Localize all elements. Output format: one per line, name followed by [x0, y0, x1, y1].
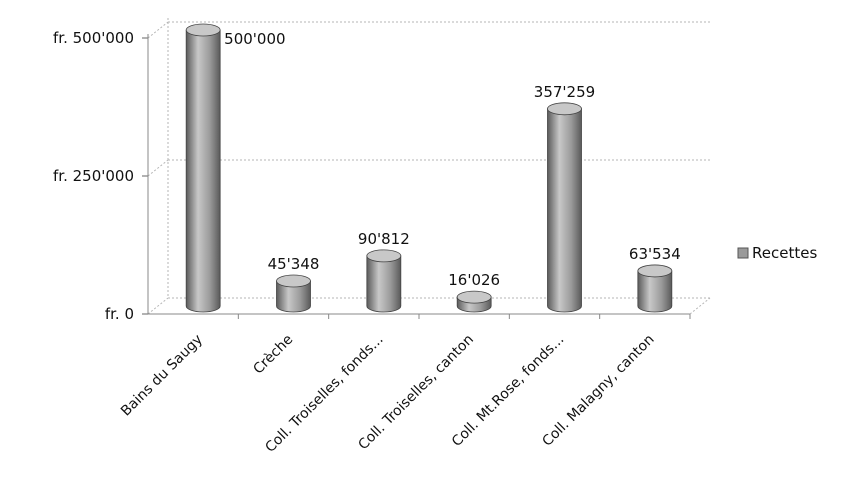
data-label: 63'534: [629, 245, 681, 263]
bar-cap: [185, 23, 221, 37]
axes: fr. 0 fr. 250'000 fr. 500'000: [53, 18, 711, 323]
data-label: 45'348: [268, 255, 320, 273]
x-tick-label: Crèche: [250, 332, 296, 378]
grid-lines: [147, 21, 710, 315]
legend: Recettes: [737, 244, 817, 262]
data-label: 16'026: [448, 271, 500, 289]
bar: [366, 249, 402, 313]
bar-cap: [547, 102, 582, 116]
bar-body: [366, 255, 402, 313]
bar-body: [276, 280, 311, 313]
bar-body: [547, 108, 582, 313]
data-labels: 500'000 45'348 90'812 16'026 357'259 63'534: [224, 30, 681, 289]
bar-cap: [276, 274, 311, 288]
y-tick-label: fr. 250'000: [53, 167, 134, 185]
bar: [637, 264, 673, 313]
bar: [547, 102, 582, 313]
bar-cap: [366, 249, 402, 263]
floor-edge: [689, 297, 711, 315]
grid-line-depth: [147, 159, 169, 177]
legend-swatch: [737, 247, 749, 259]
bar: [456, 290, 492, 313]
data-label: 90'812: [358, 230, 410, 248]
y-tick-label: fr. 500'000: [53, 29, 134, 47]
bar: [185, 23, 221, 313]
legend-label: Recettes: [752, 244, 817, 262]
bar-body: [185, 29, 221, 313]
bar-body: [637, 270, 673, 313]
y-tick-label: fr. 0: [105, 305, 134, 323]
grid-line-depth: [147, 297, 169, 315]
x-tick-label: Bains du Saugy: [118, 332, 206, 420]
data-label: 357'259: [534, 83, 595, 101]
bars: [185, 23, 673, 313]
bar-cap: [637, 264, 673, 278]
grid-line-depth: [147, 21, 169, 39]
bar: [276, 274, 311, 313]
bar-cap: [456, 290, 492, 304]
data-label: 500'000: [224, 30, 285, 48]
